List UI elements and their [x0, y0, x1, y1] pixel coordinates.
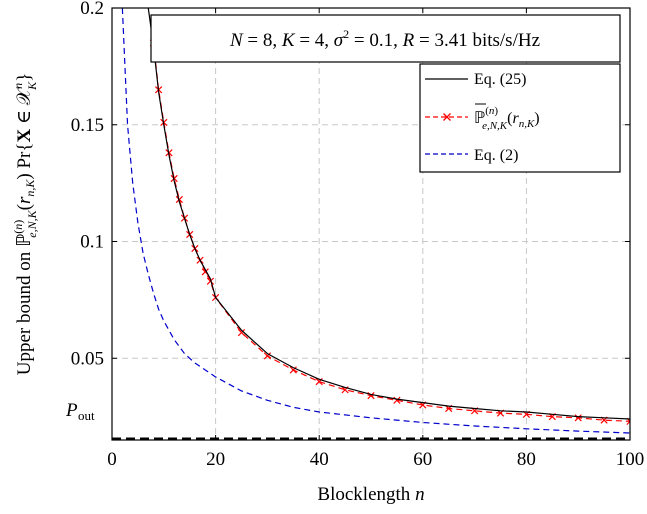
x-tick-label: 60 [413, 449, 432, 470]
series-line-2 [121, 8, 630, 434]
legend: Eq. (25) ℙ(n) e,N,K(rn,K) Eq. (2) [419, 63, 621, 173]
parameter-annotation-box: N = 8, K = 4, σ2 = 0.1, R = 3.41 bits/s/… [150, 14, 621, 63]
series-layer [112, 8, 630, 440]
series-line-0 [147, 8, 630, 420]
x-axis-label: Blocklength n [317, 484, 424, 505]
pout-label: P out [65, 400, 95, 423]
svg-text:out: out [78, 408, 95, 423]
y-tick-label: 0.15 [71, 115, 104, 136]
x-axis-ticks: 0 20 40 60 80 100 [107, 8, 644, 470]
x-tick-label: 20 [206, 449, 225, 470]
legend-marker-pe [443, 113, 451, 121]
series-marker [237, 328, 246, 337]
y-tick-label: 0.2 [80, 0, 104, 19]
legend-label-eq25: Eq. (25) [474, 71, 526, 88]
y-axis-ticks: 0.05 0.1 0.15 0.2 [71, 0, 630, 369]
plot-frame [111, 7, 631, 441]
x-tick-label: 80 [517, 449, 536, 470]
x-tick-label: 0 [107, 449, 117, 470]
y-tick-label: 0.05 [71, 348, 104, 369]
legend-label-pe: ℙ(n) e,N,K(rn,K) [474, 105, 540, 132]
parameter-annotation: N = 8, K = 4, σ2 = 0.1, R = 3.41 bits/s/… [229, 27, 540, 51]
svg-text:P: P [65, 400, 78, 421]
legend-label-eq2: Eq. (2) [474, 147, 518, 164]
y-axis-label: Upper bound on ℙ(n)e,N,K(rn,K) Pr{X ∈ 𝒳n… [11, 73, 39, 376]
series-marker [263, 352, 272, 360]
x-tick-label: 100 [616, 449, 645, 470]
series-marker [574, 414, 582, 422]
series-marker [289, 366, 297, 374]
y-tick-label: 0.1 [80, 232, 104, 253]
x-tick-label: 40 [310, 449, 329, 470]
series-marker [206, 277, 215, 285]
